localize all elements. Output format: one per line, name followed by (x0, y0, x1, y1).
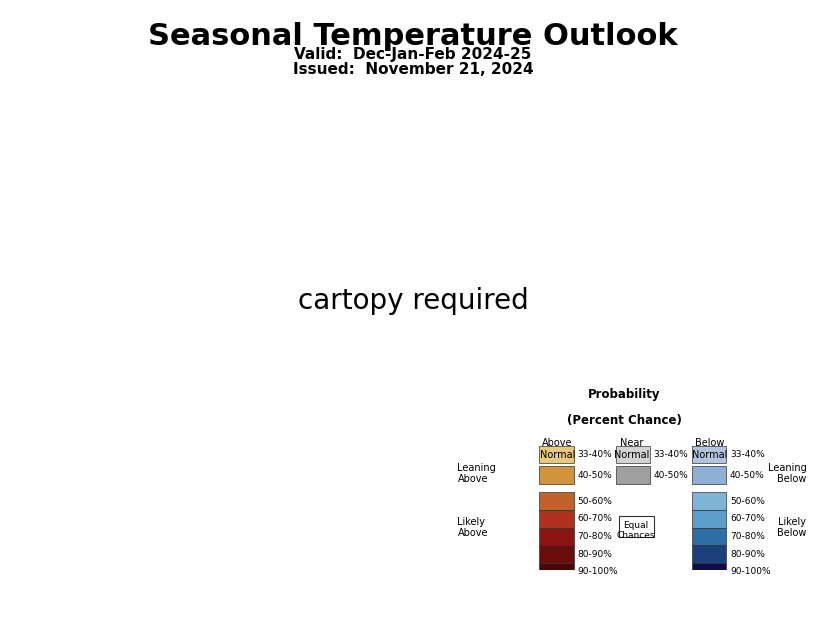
Text: 70-80%: 70-80% (577, 532, 612, 541)
Text: Near
Normal: Near Normal (615, 438, 649, 460)
Text: 70-80%: 70-80% (730, 532, 765, 541)
Text: 33-40%: 33-40% (653, 450, 688, 459)
Bar (539, 510, 574, 528)
Text: (Percent Chance): (Percent Chance) (567, 414, 682, 427)
Text: Likely
Above: Likely Above (458, 517, 488, 538)
Text: Seasonal Temperature Outlook: Seasonal Temperature Outlook (148, 22, 678, 51)
Bar (615, 466, 650, 484)
Bar (615, 446, 650, 464)
Text: 90-100%: 90-100% (577, 567, 618, 577)
Bar (539, 446, 574, 464)
Text: Equal
Chances: Equal Chances (616, 521, 655, 541)
Text: 80-90%: 80-90% (577, 549, 612, 559)
Text: Leaning
Below: Leaning Below (767, 463, 806, 484)
Text: 50-60%: 50-60% (730, 497, 765, 506)
Bar (539, 466, 574, 484)
Text: Below
Normal: Below Normal (692, 438, 728, 460)
Text: 60-70%: 60-70% (577, 514, 612, 523)
Text: 90-100%: 90-100% (730, 567, 771, 577)
Bar (539, 528, 574, 546)
Bar (692, 446, 726, 464)
Bar (692, 510, 726, 528)
Bar (692, 492, 726, 510)
Bar (620, 516, 653, 537)
Text: 33-40%: 33-40% (730, 450, 765, 459)
Bar (539, 563, 574, 580)
Text: 60-70%: 60-70% (730, 514, 765, 523)
Bar (692, 546, 726, 563)
Text: 80-90%: 80-90% (730, 549, 765, 559)
Text: 40-50%: 40-50% (653, 471, 688, 480)
Text: Above
Normal: Above Normal (539, 438, 575, 460)
Text: Likely
Below: Likely Below (777, 517, 806, 538)
Text: 40-50%: 40-50% (577, 471, 612, 480)
Bar (539, 492, 574, 510)
Text: Valid:  Dec-Jan-Feb 2024-25: Valid: Dec-Jan-Feb 2024-25 (294, 46, 532, 61)
Text: Probability: Probability (588, 388, 661, 401)
Bar (692, 466, 726, 484)
Bar (692, 563, 726, 580)
Text: Issued:  November 21, 2024: Issued: November 21, 2024 (292, 62, 534, 77)
Text: 33-40%: 33-40% (577, 450, 612, 459)
Text: 40-50%: 40-50% (730, 471, 765, 480)
Text: cartopy required: cartopy required (297, 286, 529, 315)
Bar (692, 528, 726, 546)
Text: 50-60%: 50-60% (577, 497, 612, 506)
Bar (539, 546, 574, 563)
Text: Leaning
Above: Leaning Above (458, 463, 496, 484)
